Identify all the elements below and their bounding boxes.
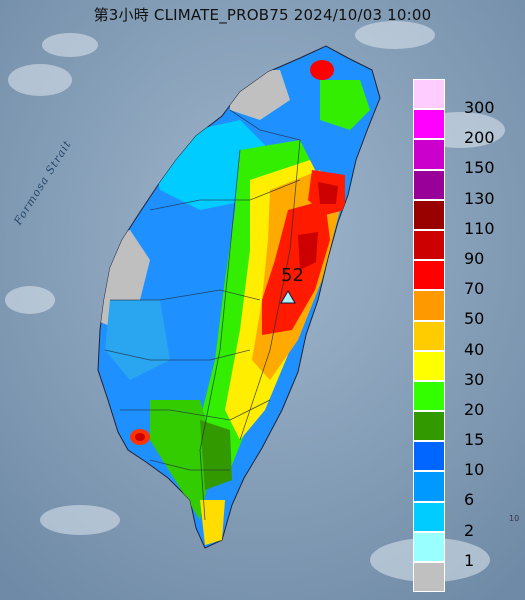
- legend-swatch: [413, 260, 445, 291]
- legend-label: 200: [464, 128, 495, 148]
- legend-label: 6: [464, 490, 475, 510]
- legend-row: 2: [413, 501, 518, 540]
- legend-swatch: [413, 199, 445, 230]
- legend-label: 40: [464, 339, 485, 359]
- legend-swatch: [413, 350, 445, 381]
- legend-label: 70: [464, 279, 485, 299]
- legend-row: 300: [413, 79, 518, 117]
- legend-swatch: [413, 229, 445, 261]
- legend-row: 1: [413, 531, 518, 570]
- legend-row: 70: [413, 260, 518, 298]
- legend-label: 50: [464, 309, 485, 329]
- legend-label: 10: [464, 460, 485, 480]
- legend-row: 150: [413, 139, 518, 177]
- legend-label: 110: [464, 218, 495, 238]
- map-title: 第3小時 CLIMATE_PROB75 2024/10/03 10:00: [93, 6, 432, 24]
- legend-row: 6: [413, 471, 518, 509]
- legend-label: 2: [464, 520, 475, 540]
- station-value: 52: [281, 265, 304, 286]
- legend-swatch: [413, 380, 445, 412]
- legend-row: 110: [413, 199, 518, 238]
- legend-row: 15: [413, 411, 518, 449]
- legend-row: 10: [413, 441, 518, 479]
- legend-swatch: [413, 411, 445, 442]
- legend-label: 1: [464, 550, 475, 570]
- legend-label: 300: [464, 98, 495, 117]
- legend-swatch: [413, 501, 445, 532]
- legend-swatch: [413, 109, 445, 140]
- color-legend: 300 200 150 130 110 90 70 50 40 30 20 15 10 6 2 1: [413, 79, 518, 593]
- legend-row: 200: [413, 109, 518, 147]
- boundary-lines: [104, 109, 301, 521]
- legend-label: 150: [464, 158, 495, 178]
- legend-row: 40: [413, 320, 518, 359]
- legend-row: 50: [413, 290, 518, 328]
- edge-mark: 10: [509, 514, 520, 523]
- legend-swatch: [413, 320, 445, 351]
- legend-row: 90: [413, 229, 518, 268]
- legend-row: 30: [413, 350, 518, 389]
- legend-row: [413, 562, 518, 593]
- legend-label: 30: [464, 369, 485, 389]
- legend-label: 15: [464, 430, 485, 450]
- legend-swatch: [413, 562, 445, 593]
- legend-swatch: [413, 290, 445, 321]
- legend-swatch: [413, 471, 445, 502]
- legend-swatch: [413, 531, 445, 562]
- legend-swatch: [413, 169, 445, 200]
- legend-swatch: [413, 441, 445, 472]
- legend-label: 90: [464, 248, 485, 268]
- triangle-marker-icon: [280, 290, 296, 304]
- legend-row: 130: [413, 169, 518, 208]
- legend-swatch: [413, 79, 445, 110]
- legend-label: 130: [464, 188, 495, 208]
- legend-label: 20: [464, 399, 485, 419]
- legend-swatch: [413, 139, 445, 170]
- legend-row: 20: [413, 380, 518, 419]
